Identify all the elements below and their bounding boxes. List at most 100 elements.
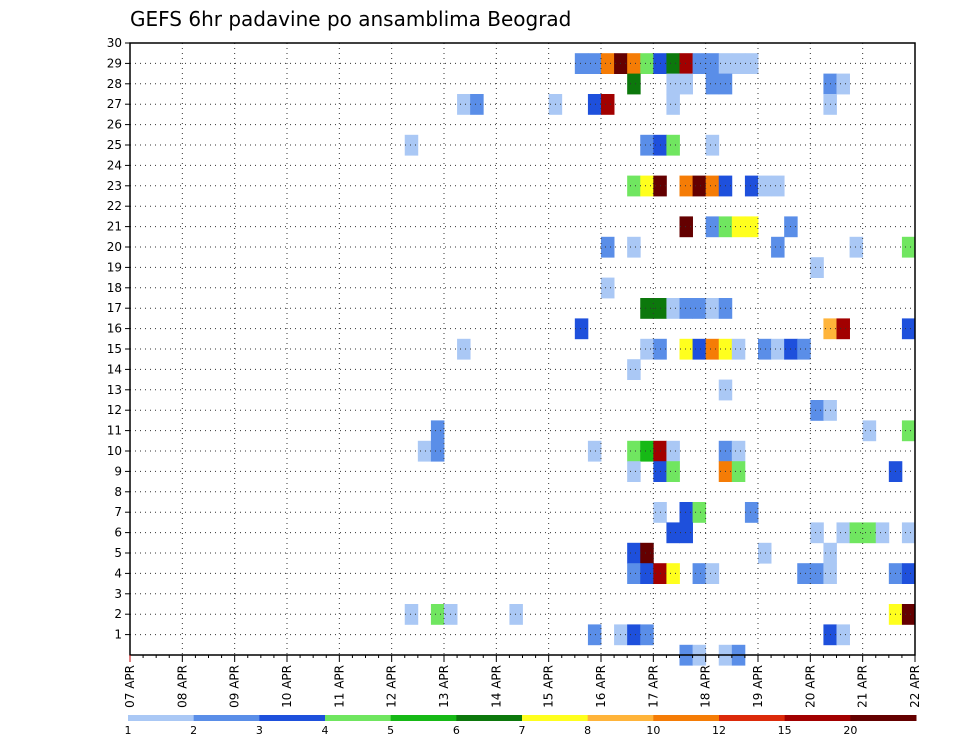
heatmap-cell — [692, 563, 707, 584]
heatmap-cell — [731, 338, 746, 360]
y-tick-label: 4 — [114, 566, 122, 580]
heatmap-cell — [430, 440, 445, 462]
heatmap-cell — [705, 338, 720, 360]
y-tick-label: 21 — [107, 220, 122, 234]
heatmap-cell — [587, 440, 602, 462]
heatmap-cell — [640, 298, 654, 319]
heatmap-cell — [862, 420, 877, 442]
x-tick-label: 14 APR — [489, 665, 503, 708]
heatmap-cell — [731, 461, 746, 482]
heatmap-cell — [744, 216, 759, 238]
heatmap-cell — [705, 216, 720, 238]
heatmap-cell — [627, 359, 641, 380]
heatmap-cell — [640, 53, 654, 74]
legend-label: 2 — [190, 724, 197, 737]
heatmap-cell — [849, 236, 864, 258]
heatmap-cell — [810, 563, 824, 584]
x-tick-label: 13 APR — [437, 665, 451, 708]
heatmap-cell — [679, 73, 693, 95]
heatmap-cell — [601, 277, 615, 299]
y-tick-label: 6 — [114, 526, 122, 540]
heatmap-cell — [692, 53, 707, 74]
heatmap-cell — [417, 440, 432, 462]
grid-lines — [130, 43, 915, 655]
y-tick-label: 26 — [107, 118, 122, 132]
legend-label: 20 — [843, 724, 857, 737]
y-tick-label: 23 — [107, 179, 122, 193]
y-axis: 1234567891011121314151617181920212223242… — [107, 36, 130, 642]
heatmap-cell — [705, 53, 720, 74]
legend-label: 1 — [125, 724, 132, 737]
legend-label: 10 — [646, 724, 660, 737]
heatmap-cell — [679, 175, 693, 197]
heatmap-cell — [810, 257, 824, 278]
heatmap-cell — [771, 236, 785, 258]
heatmap-cell — [875, 522, 890, 544]
heatmap-cell — [692, 338, 707, 360]
heatmap-cell — [862, 522, 877, 544]
heatmap-cell — [731, 440, 746, 462]
heatmap-cell — [744, 502, 759, 523]
heatmap-cell — [810, 400, 824, 421]
legend-swatch — [390, 715, 457, 721]
heatmap-cell — [731, 216, 746, 238]
heatmap-cell — [640, 563, 654, 584]
legend-label: 12 — [712, 724, 726, 737]
heatmap-cell — [640, 542, 654, 564]
legend-swatch — [784, 715, 851, 721]
x-tick-label: 19 APR — [751, 665, 765, 708]
heatmap-cell — [679, 216, 693, 238]
x-tick-label: 20 APR — [803, 665, 817, 708]
heatmap-cell — [744, 53, 759, 74]
x-tick-label: 22 APR — [908, 665, 922, 708]
y-tick-label: 16 — [107, 322, 122, 336]
heatmap-cell — [509, 604, 523, 625]
heatmap-cell — [404, 134, 419, 156]
legend-swatch — [653, 715, 720, 721]
legend-label: 8 — [584, 724, 591, 737]
y-tick-label: 22 — [107, 199, 122, 213]
x-tick-label: 21 APR — [856, 665, 870, 708]
y-tick-label: 8 — [114, 485, 122, 499]
y-tick-label: 3 — [114, 587, 122, 601]
heatmap-cell — [679, 53, 693, 74]
heatmap-cell — [797, 563, 811, 584]
x-tick-label: 12 APR — [385, 665, 399, 708]
heatmap-cell — [430, 604, 445, 625]
heatmap-cell — [758, 175, 772, 197]
heatmap-cell — [849, 522, 864, 544]
heatmap-cell — [836, 73, 850, 95]
y-tick-label: 13 — [107, 383, 122, 397]
heatmap-cell — [430, 420, 445, 442]
legend-swatch — [587, 715, 654, 721]
heatmap-cell — [836, 624, 850, 646]
legend-swatch — [719, 715, 786, 721]
heatmap-cell — [640, 624, 654, 646]
x-tick-label: 07 APR — [123, 665, 137, 708]
legend-swatch — [456, 715, 523, 721]
heatmap-cell — [601, 94, 615, 115]
heatmap-cell — [601, 53, 615, 74]
heatmap-cell — [640, 175, 654, 197]
heatmap-cell — [705, 73, 720, 95]
heatmap-cell — [627, 542, 641, 564]
heatmap-cell — [901, 420, 916, 442]
legend-swatch — [325, 715, 392, 721]
heatmap-cell — [666, 522, 680, 544]
legend-swatch — [128, 715, 195, 721]
legend-label: 3 — [256, 724, 263, 737]
heatmap-cell — [587, 624, 602, 646]
y-tick-label: 9 — [114, 464, 122, 478]
heatmap-cell — [705, 563, 720, 584]
heatmap-cell — [457, 338, 471, 360]
y-tick-label: 2 — [114, 607, 122, 621]
heatmap-cell — [640, 440, 654, 462]
legend-label: 15 — [778, 724, 792, 737]
heatmap-cell — [627, 461, 641, 482]
y-tick-label: 20 — [107, 240, 122, 254]
heatmap-cell — [627, 175, 641, 197]
y-tick-label: 17 — [107, 301, 122, 315]
heatmap-cell — [810, 522, 824, 544]
heatmap-cell — [758, 542, 772, 564]
heatmap-cell — [771, 338, 785, 360]
